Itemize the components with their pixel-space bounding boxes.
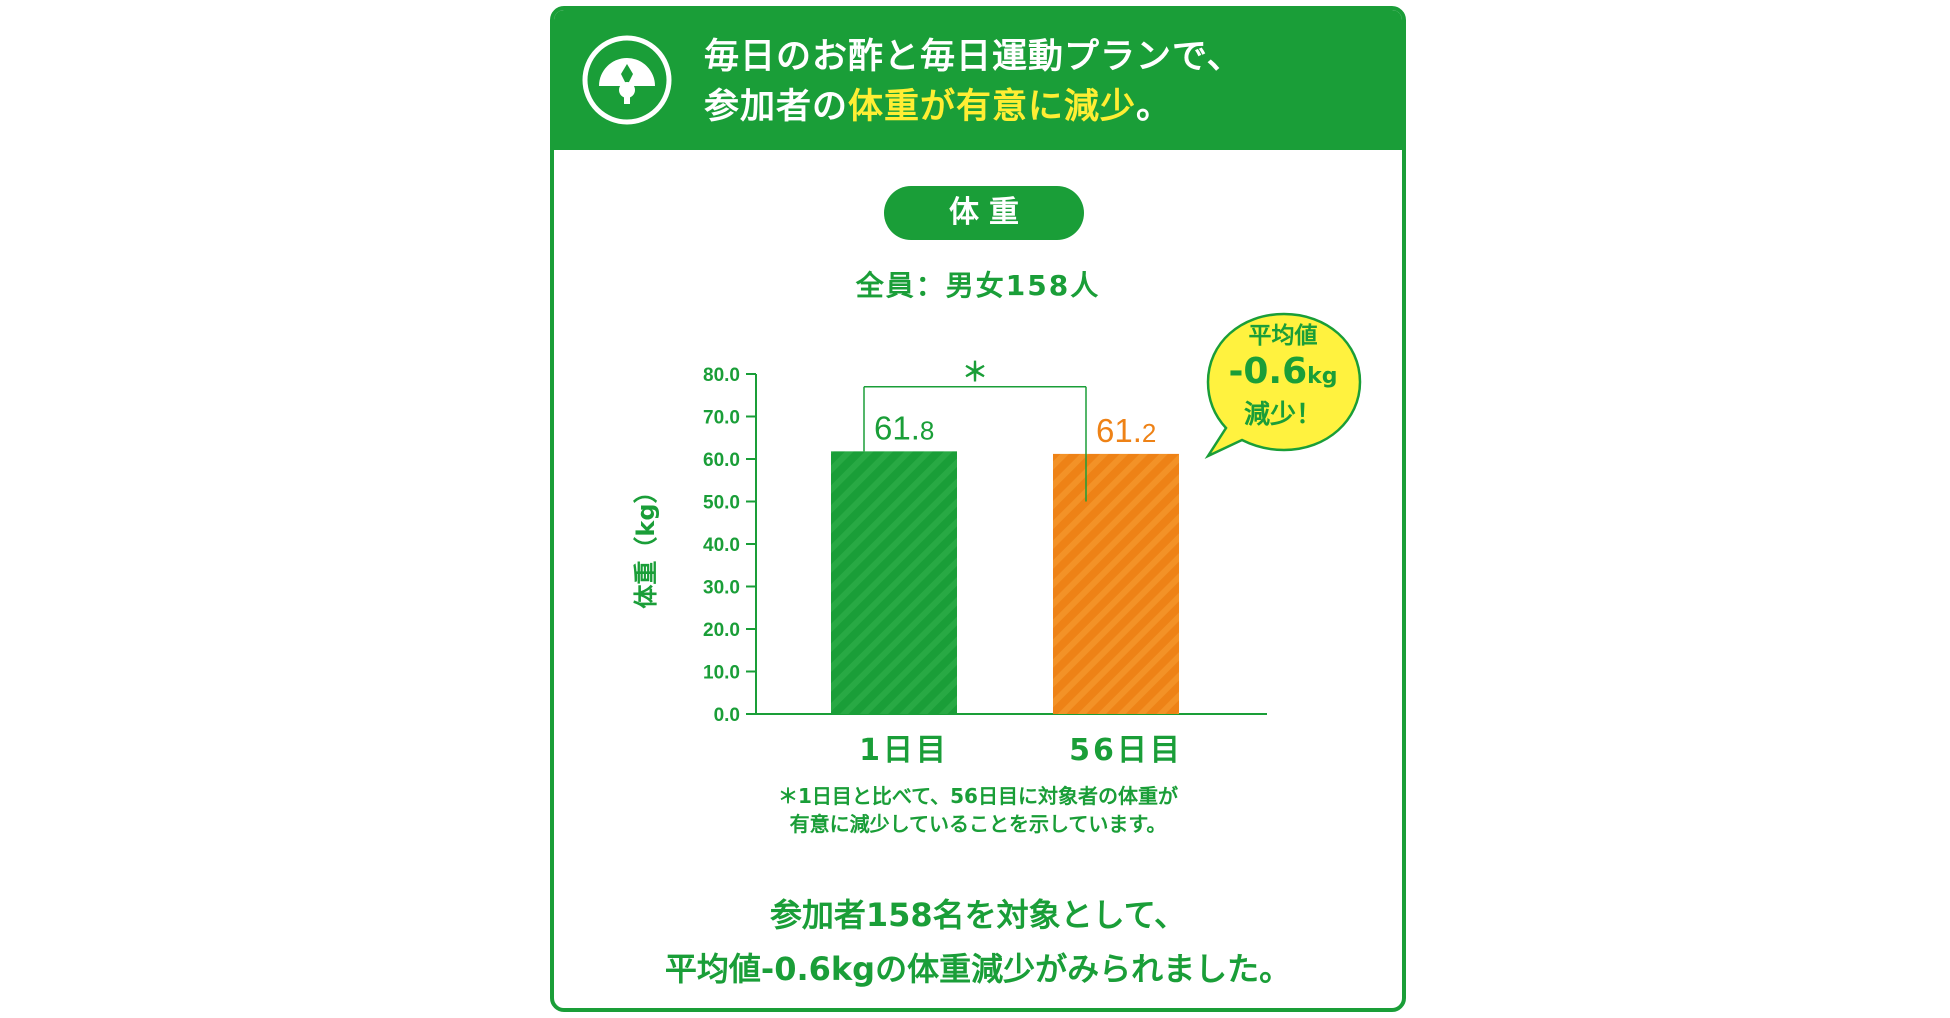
badge-text: 平均値 -0.6kg 減少！ — [1202, 321, 1364, 432]
y-tick-label: 0.0 — [714, 705, 740, 726]
y-tick-label: 70.0 — [703, 408, 740, 429]
bar-chart: 0.0 10.0 20.0 30.0 40.0 50.0 60.0 70.0 80.0 体重（kg… — [632, 358, 1267, 768]
y-tick-label: 80.0 — [703, 365, 740, 386]
gauge-icon — [582, 35, 672, 125]
y-tick-label: 50.0 — [703, 493, 740, 514]
subject-count: 全員：男女158人 — [855, 269, 1101, 302]
speech-bubble — [1204, 312, 1362, 459]
note-line2: 有意に減少していることを示しています。 — [789, 812, 1167, 836]
badge-label: 平均値 — [1248, 323, 1318, 349]
significance-mark: ＊ — [962, 358, 988, 388]
value-label-1: 61.8 — [874, 409, 934, 446]
header-line1: 毎日のお酢と毎日運動プランで、 — [704, 37, 1243, 77]
header-line2: 参加者の体重が有意に減少。 — [704, 82, 1243, 132]
y-tick-label: 10.0 — [703, 663, 740, 684]
header-title: 毎日のお酢と毎日運動プランで、 参加者の体重が有意に減少。 — [704, 32, 1243, 132]
bar-1 — [831, 451, 957, 714]
header-line2-suffix: 。 — [1136, 87, 1173, 127]
y-tick-label: 20.0 — [703, 620, 740, 641]
chart-title-pill: 体重 — [884, 186, 1084, 240]
badge-value: -0.6kg — [1202, 351, 1364, 398]
category-label-1: 1日目 — [859, 733, 949, 768]
y-tick-label: 60.0 — [703, 450, 740, 471]
y-tick-label: 40.0 — [703, 535, 740, 556]
badge-number: -0.6 — [1228, 351, 1308, 392]
y-axis-label: 体重（kg） — [632, 479, 660, 608]
note-line1: ＊1日目と比べて、56日目に対象者の体重が — [778, 784, 1178, 808]
badge-unit: kg — [1307, 364, 1338, 389]
value-label-2: 61.2 — [1096, 412, 1156, 449]
result-card: 毎日のお酢と毎日運動プランで、 参加者の体重が有意に減少。 体重 全員：男女15… — [550, 6, 1406, 1012]
category-label-2: 56日目 — [1069, 733, 1183, 768]
summary-text: 参加者158名を対象として、 平均値-0.6kgの体重減少がみられました。 — [554, 888, 1402, 996]
card-header: 毎日のお酢と毎日運動プランで、 参加者の体重が有意に減少。 — [554, 10, 1402, 150]
badge-caption: 減少！ — [1243, 400, 1322, 430]
y-tick-label: 30.0 — [703, 578, 740, 599]
bar-2 — [1053, 453, 1179, 714]
summary-line2: 平均値-0.6kgの体重減少がみられました。 — [664, 950, 1292, 988]
significance-note: ＊1日目と比べて、56日目に対象者の体重が 有意に減少していることを示しています… — [554, 782, 1402, 838]
summary-line1: 参加者158名を対象として、 — [769, 896, 1187, 934]
header-line2-prefix: 参加者の — [704, 87, 849, 127]
header-highlight: 体重が有意に減少 — [848, 87, 1137, 127]
